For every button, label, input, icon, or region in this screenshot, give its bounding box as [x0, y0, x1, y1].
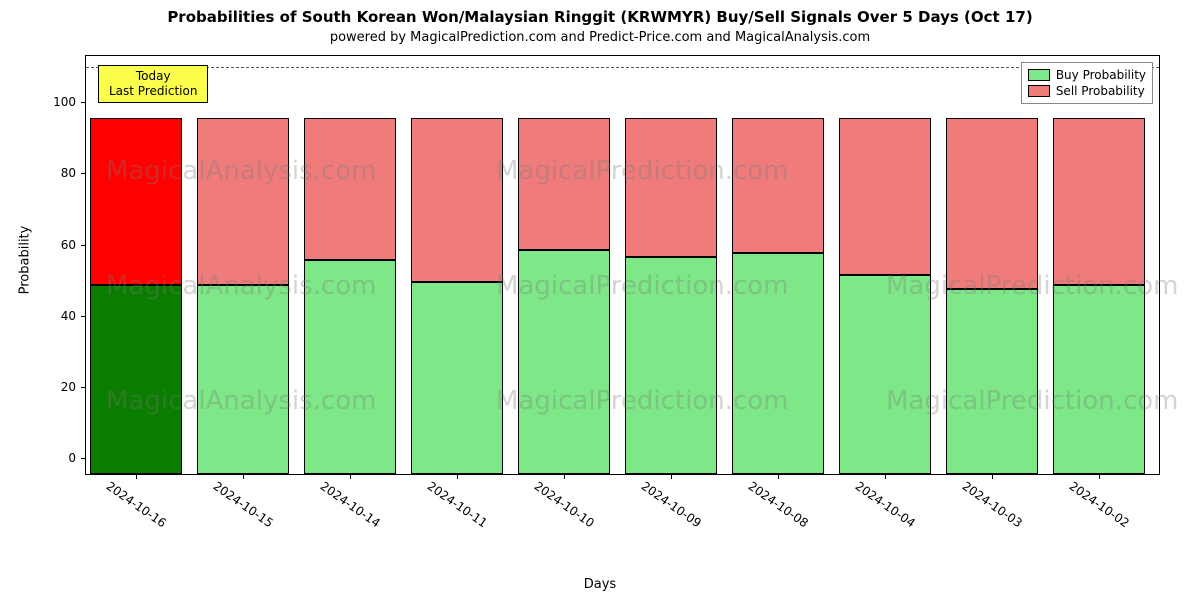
bar-buy: [839, 275, 931, 474]
bar-buy: [625, 257, 717, 474]
x-tick-label: 2024-10-16: [104, 474, 173, 530]
plot-area: Buy Probability Sell Probability Today L…: [85, 55, 1160, 475]
legend-buy-swatch: [1028, 69, 1050, 81]
y-tick-mark: [81, 458, 86, 459]
x-tick-mark: [457, 474, 458, 479]
y-tick-mark: [81, 102, 86, 103]
x-tick-mark: [136, 474, 137, 479]
legend-buy: Buy Probability: [1028, 67, 1146, 83]
legend-sell: Sell Probability: [1028, 83, 1146, 99]
y-tick-mark: [81, 387, 86, 388]
bar: 2024-10-04: [839, 100, 931, 474]
bar-buy: [1053, 285, 1145, 474]
y-tick-mark: [81, 316, 86, 317]
x-tick-label: 2024-10-11: [425, 474, 494, 530]
x-tick-mark: [992, 474, 993, 479]
x-tick-mark: [885, 474, 886, 479]
x-tick-mark: [778, 474, 779, 479]
bar-sell: [732, 118, 824, 253]
bar-buy: [90, 285, 182, 474]
bar-sell: [946, 118, 1038, 289]
bar-sell: [1053, 118, 1145, 285]
x-tick-mark: [350, 474, 351, 479]
y-tick-mark: [81, 173, 86, 174]
chart-subtitle: powered by MagicalPrediction.com and Pre…: [0, 30, 1200, 45]
bar: 2024-10-09: [625, 100, 717, 474]
bar: 2024-10-03: [946, 100, 1038, 474]
bar: 2024-10-11: [411, 100, 503, 474]
reference-line: [86, 67, 1159, 68]
bar-sell: [625, 118, 717, 257]
x-tick-label: 2024-10-08: [746, 474, 815, 530]
x-tick-mark: [243, 474, 244, 479]
x-tick-label: 2024-10-14: [318, 474, 387, 530]
y-axis-label: Probability: [18, 226, 33, 295]
chart-frame: Probabilities of South Korean Won/Malays…: [0, 0, 1200, 600]
bar-buy: [518, 250, 610, 474]
bar: 2024-10-14: [304, 100, 396, 474]
bar-sell: [518, 118, 610, 250]
bar-sell: [90, 118, 182, 285]
chart-title: Probabilities of South Korean Won/Malays…: [0, 8, 1200, 26]
annotation-line1: Today: [136, 69, 171, 83]
y-tick-mark: [81, 245, 86, 246]
x-tick-label: 2024-10-15: [211, 474, 280, 530]
bar: 2024-10-15: [197, 100, 289, 474]
x-tick-label: 2024-10-10: [532, 474, 601, 530]
bar: 2024-10-08: [732, 100, 824, 474]
bar-buy: [197, 285, 289, 474]
x-tick-label: 2024-10-03: [960, 474, 1029, 530]
bar-buy: [732, 253, 824, 474]
legend: Buy Probability Sell Probability: [1021, 62, 1153, 104]
x-axis-label: Days: [0, 577, 1200, 592]
x-tick-mark: [564, 474, 565, 479]
legend-sell-swatch: [1028, 85, 1050, 97]
bar-buy: [304, 260, 396, 474]
bar-buy: [946, 289, 1038, 474]
bar-sell: [197, 118, 289, 285]
x-tick-mark: [1099, 474, 1100, 479]
bar-sell: [839, 118, 931, 275]
annotation-line2: Last Prediction: [109, 84, 197, 98]
legend-buy-label: Buy Probability: [1056, 68, 1146, 82]
bar: 2024-10-10: [518, 100, 610, 474]
bar: 2024-10-16: [90, 100, 182, 474]
x-tick-label: 2024-10-04: [853, 474, 922, 530]
x-tick-label: 2024-10-02: [1067, 474, 1136, 530]
bar-sell: [304, 118, 396, 260]
bar: 2024-10-02: [1053, 100, 1145, 474]
today-annotation: Today Last Prediction: [98, 65, 208, 103]
x-tick-label: 2024-10-09: [639, 474, 708, 530]
legend-sell-label: Sell Probability: [1056, 84, 1145, 98]
bar-sell: [411, 118, 503, 282]
x-tick-mark: [671, 474, 672, 479]
bar-buy: [411, 282, 503, 474]
